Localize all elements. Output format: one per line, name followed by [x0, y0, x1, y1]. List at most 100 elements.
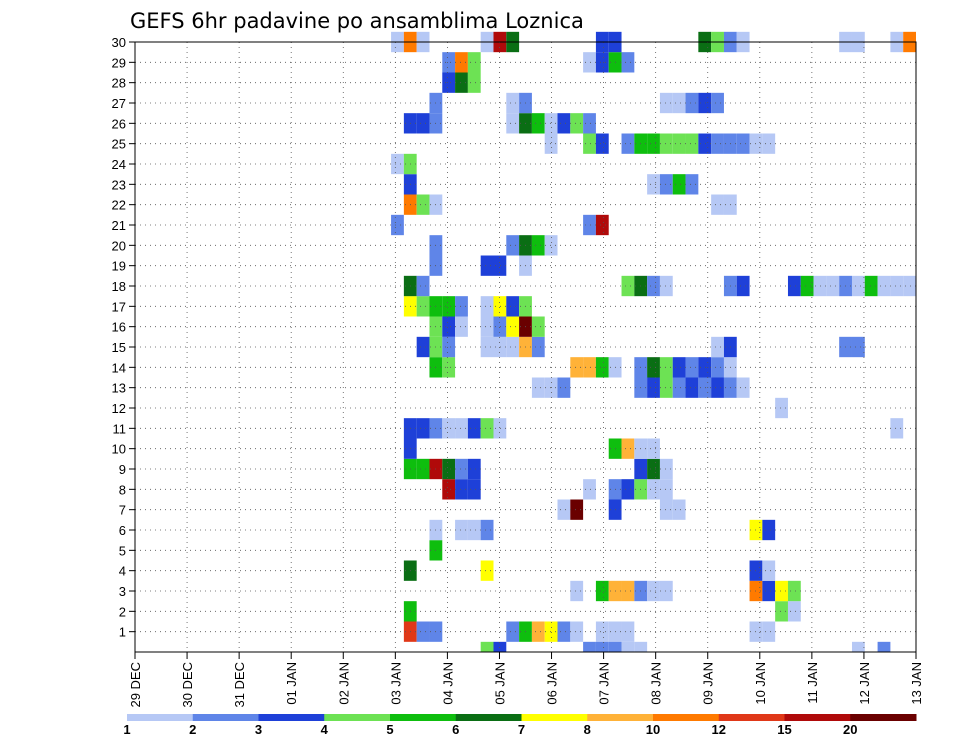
cell-member-8-step-47: [467, 479, 481, 500]
cell-member-18-step-59: [621, 275, 635, 297]
cell-member-25-step-68: [736, 133, 750, 154]
cell-member-16-step-48: [480, 316, 494, 337]
cell-member-20-step-52: [531, 235, 545, 256]
cell-member-28-step-45: [442, 72, 456, 93]
colorbar-label: 4: [321, 722, 329, 737]
cell-member-7-step-54: [557, 499, 571, 520]
cell-member-2-step-72: [787, 601, 801, 622]
cell-member-13-step-68: [736, 377, 750, 398]
colorbar-label: 3: [255, 722, 262, 737]
cell-member-27-step-63: [672, 92, 686, 114]
cell-member-10-step-61: [647, 438, 660, 459]
cell-member-11-step-47: [467, 418, 481, 439]
y-tick-label: 1: [119, 625, 126, 640]
cell-member-6-step-47: [467, 519, 481, 541]
cell-member-14-step-64: [685, 357, 699, 378]
cell-member-4-step-48: [480, 560, 494, 581]
cell-member-26-step-56: [583, 113, 596, 134]
cell-member-9-step-62: [659, 458, 673, 480]
cell-member-3-step-55: [570, 580, 584, 602]
cell-member-7-step-55: [570, 499, 584, 520]
chart-title: GEFS 6hr padavine po ansamblima Loznica: [130, 9, 584, 33]
cell-member-28-step-46: [455, 72, 468, 93]
cell-member-11-step-80: [890, 418, 904, 439]
cell-member-29-step-46: [455, 52, 468, 73]
cell-member-3-step-57: [595, 580, 609, 602]
cell-member-19-step-49: [493, 255, 507, 276]
cell-bottom-step-60: [634, 641, 648, 652]
colorbar-label: 15: [777, 722, 791, 737]
grid-lines: [135, 42, 916, 652]
cell-member-15-step-50: [506, 336, 520, 358]
y-tick-label: 19: [112, 259, 126, 274]
y-tick-label: 16: [112, 320, 126, 335]
y-tick-label: 3: [119, 584, 126, 599]
colorbar-swatch: [653, 714, 720, 721]
x-tick-label: 02 JAN: [336, 662, 351, 705]
cell-member-8-step-56: [583, 479, 596, 500]
colorbar-swatch: [718, 714, 785, 721]
colorbar-swatch: [324, 714, 391, 721]
cell-member-16-step-52: [531, 316, 545, 337]
cell-member-23-step-62: [659, 174, 673, 195]
cell-member-16-step-49: [493, 316, 507, 337]
y-tick-label: 18: [112, 279, 126, 294]
colorbar-label: 12: [712, 722, 726, 737]
cell-member-9-step-46: [455, 458, 468, 480]
x-tick-label: 08 JAN: [649, 662, 664, 705]
cell-member-21-step-41: [391, 214, 404, 236]
y-tick-label: 20: [112, 238, 126, 253]
y-tick-label: 26: [112, 116, 126, 131]
x-tick-label: 12 JAN: [857, 662, 872, 705]
cell-member-14-step-62: [659, 357, 673, 378]
cell-member-2-step-71: [775, 601, 788, 622]
cell-member-6-step-70: [762, 519, 776, 541]
cell-member-29-step-47: [467, 52, 481, 73]
cell-member-14-step-57: [595, 357, 609, 378]
cell-member-15-step-77: [851, 336, 865, 358]
cell-member-16-step-45: [442, 316, 456, 337]
cell-member-25-step-62: [659, 133, 673, 154]
cell-member-25-step-63: [672, 133, 686, 154]
cell-member-18-step-68: [736, 275, 750, 297]
cell-member-15-step-49: [493, 336, 507, 358]
cell-member-29-step-59: [621, 52, 635, 73]
y-tick-label: 23: [112, 177, 126, 192]
cell-member-13-step-63: [672, 377, 686, 398]
colorbar-swatch: [258, 714, 325, 721]
cell-member-15-step-45: [442, 336, 456, 358]
cell-bottom-step-58: [608, 641, 622, 652]
x-tick-label: 06 JAN: [545, 662, 560, 705]
cell-member-13-step-52: [531, 377, 545, 398]
cell-member-25-step-65: [698, 133, 712, 154]
cell-member-18-step-61: [647, 275, 660, 297]
y-tick-label: 11: [113, 421, 127, 436]
cell-member-18-step-75: [826, 275, 840, 297]
cell-member-6-step-46: [455, 519, 468, 541]
cell-member-20-step-53: [544, 235, 558, 256]
cell-member-26-step-52: [531, 113, 545, 134]
x-tick-label: 03 JAN: [388, 662, 403, 705]
cell-member-14-step-55: [570, 357, 584, 378]
cell-member-12-step-71: [775, 397, 788, 419]
cell-member-27-step-62: [659, 92, 673, 114]
cell-member-6-step-48: [480, 519, 494, 541]
cell-member-18-step-81: [903, 275, 916, 297]
x-tick-label: 10 JAN: [753, 662, 768, 705]
colorbar-label: 6: [452, 722, 459, 737]
cell-member-15-step-43: [416, 336, 430, 358]
cell-member-13-step-66: [711, 377, 724, 398]
cell-member-26-step-53: [544, 113, 558, 134]
cell-member-1-step-54: [557, 621, 571, 642]
cell-member-11-step-45: [442, 418, 456, 439]
cell-bottom-step-48: [480, 641, 494, 652]
cell-member-15-step-66: [711, 336, 724, 358]
cell-member-18-step-74: [813, 275, 827, 297]
colorbar-label: 20: [843, 722, 857, 737]
cell-member-14-step-66: [711, 357, 724, 378]
y-tick-label: 10: [112, 442, 126, 457]
y-tick-label: 6: [119, 523, 126, 538]
cell-member-24-step-41: [391, 153, 404, 175]
cell-member-1-step-53: [544, 621, 558, 642]
cell-member-1-step-57: [595, 621, 609, 642]
